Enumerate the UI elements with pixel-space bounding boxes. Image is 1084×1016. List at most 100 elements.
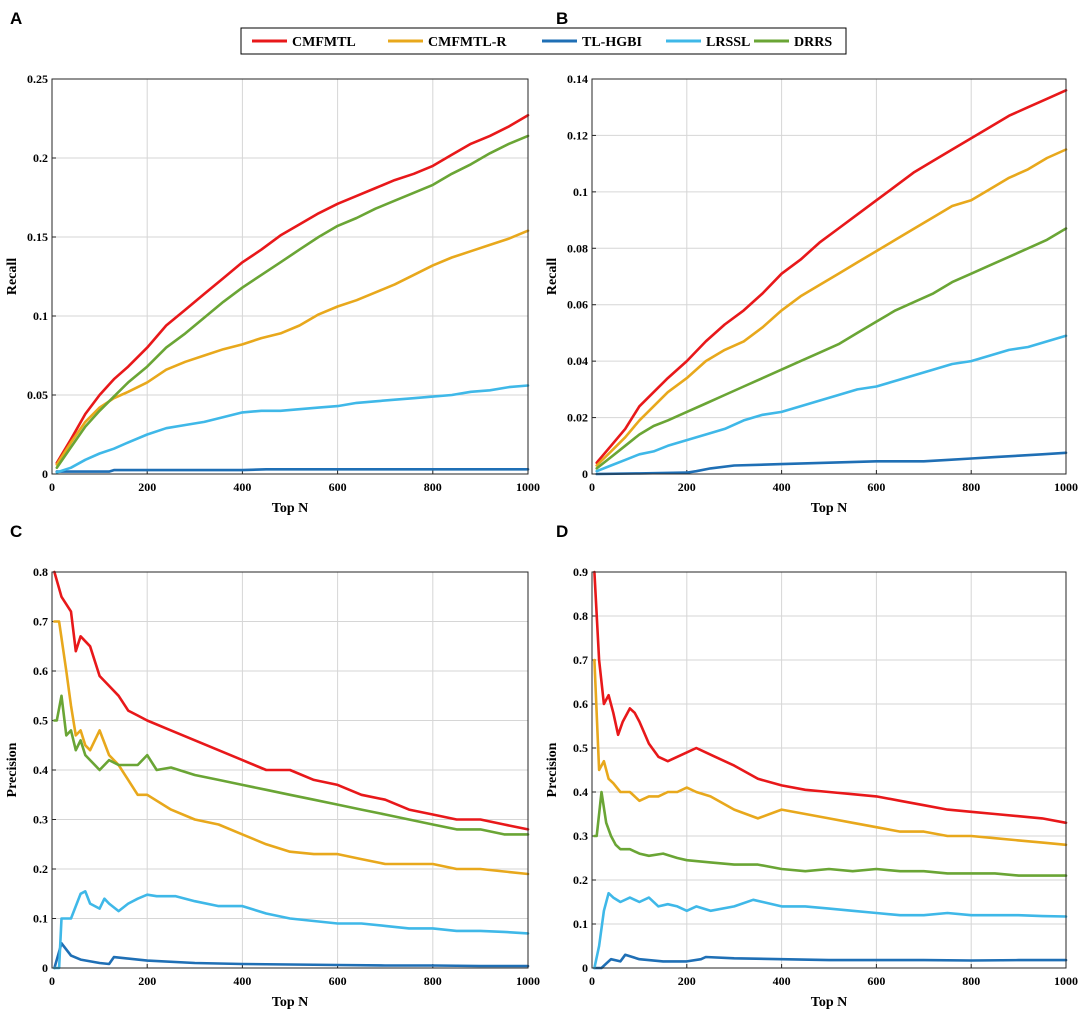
series-line-cmfmtl-r-d <box>593 658 1068 847</box>
tick-label-y-c: 0.8 <box>33 565 48 579</box>
tick-label-y-d: 0.8 <box>573 609 588 623</box>
tick-label-y-d: 0.5 <box>573 741 588 755</box>
legend: CMFMTL CMFMTL-R TL-HGBI LRSSL DRRS <box>240 27 847 55</box>
tick-label-x-c: 200 <box>138 974 156 988</box>
tick-label-y-c: 0 <box>42 961 48 975</box>
tick-label-y-d: 0.7 <box>573 653 588 667</box>
legend-entry-tl-hgbi: TL-HGBI <box>542 35 642 50</box>
panel-letter-c: C <box>10 522 22 541</box>
tick-label-y-d: 0 <box>582 961 588 975</box>
tick-label-x-c: 600 <box>329 974 347 988</box>
tick-label-y-d: 0.4 <box>573 785 588 799</box>
tick-label-y-a: 0.15 <box>27 230 48 244</box>
tick-label-y-b: 0 <box>582 467 588 481</box>
y-axis-label-b: Recall <box>545 258 560 295</box>
plot-frame-a <box>51 78 529 475</box>
series-line-cmfmtl-d <box>593 570 1068 825</box>
legend-label-tl-hgbi: TL-HGBI <box>582 35 642 50</box>
tick-label-x-c: 0 <box>49 974 55 988</box>
tick-label-y-b: 0.12 <box>567 128 588 142</box>
tick-label-x-b: 1000 <box>1054 480 1078 494</box>
tick-label-y-c: 0.7 <box>33 615 48 629</box>
tick-label-x-c: 800 <box>424 974 442 988</box>
tick-label-x-c: 400 <box>233 974 251 988</box>
x-axis-label-c: Top N <box>272 995 308 1010</box>
series-line-lrssl-d <box>593 891 1068 970</box>
tick-label-x-d: 200 <box>678 974 696 988</box>
tick-label-y-d: 0.1 <box>573 917 588 931</box>
tick-label-x-b: 600 <box>867 480 885 494</box>
legend-label-drrs: DRRS <box>794 35 832 50</box>
series-line-lrssl-b <box>595 334 1068 473</box>
tick-label-y-c: 0.4 <box>33 763 48 777</box>
series-line-drrs-a <box>55 134 530 470</box>
tick-label-y-b: 0.08 <box>567 241 588 255</box>
x-axis-label-b: Top N <box>811 501 847 516</box>
legend-entry-cmfmtl: CMFMTL <box>252 35 356 50</box>
legend-entry-drrs: DRRS <box>754 35 832 50</box>
series-line-lrssl-c <box>53 889 530 970</box>
tick-label-y-c: 0.6 <box>33 664 48 678</box>
tick-label-x-d: 800 <box>962 974 980 988</box>
tick-label-y-b: 0.1 <box>573 185 588 199</box>
legend-entry-cmfmtl-r: CMFMTL-R <box>388 35 507 50</box>
tick-label-x-a: 200 <box>138 480 156 494</box>
tick-label-y-b: 0.06 <box>567 298 588 312</box>
series-line-tl-hgbi-c <box>53 941 530 970</box>
y-axis-label-d: Precision <box>545 742 560 797</box>
series-line-lrssl-a <box>55 384 530 474</box>
tick-label-y-a: 0.1 <box>33 309 48 323</box>
panel-letter-b: B <box>556 9 568 28</box>
tick-label-x-b: 800 <box>962 480 980 494</box>
tick-label-x-a: 0 <box>49 480 55 494</box>
series-line-drrs-d <box>593 790 1068 877</box>
tick-label-y-d: 0.3 <box>573 829 588 843</box>
tick-label-y-b: 0.02 <box>567 411 588 425</box>
tick-label-y-d: 0.2 <box>573 873 588 887</box>
plot-frame-d <box>591 571 1067 969</box>
series-line-tl-hgbi-d <box>593 953 1068 970</box>
panel-c: C 0 200 400 600 800 1000 0 0.1 0.2 0.3 0.4 0.5 0.6 0.7… <box>5 522 540 1010</box>
panel-letter-d: D <box>556 522 568 541</box>
panel-a: A 0 200 400 600 800 1000 0 0.05 0.1 0.15 0.2 0.25 Top… <box>5 9 540 516</box>
panel-letter-a: A <box>10 9 22 28</box>
tick-label-x-b: 400 <box>773 480 791 494</box>
tick-label-x-a: 1000 <box>516 480 540 494</box>
tick-label-y-a: 0.2 <box>33 151 48 165</box>
legend-entry-lrssl: LRSSL <box>666 35 750 50</box>
series-line-cmfmtl-a <box>55 114 530 465</box>
tick-label-x-d: 1000 <box>1054 974 1078 988</box>
tick-label-x-a: 600 <box>329 480 347 494</box>
tick-label-y-b: 0.04 <box>567 354 588 368</box>
plot-area-d <box>592 572 1066 968</box>
tick-label-y-c: 0.1 <box>33 912 48 926</box>
plot-frame-b <box>591 78 1067 475</box>
tick-label-x-d: 400 <box>773 974 791 988</box>
series-line-drrs-b <box>595 227 1068 470</box>
tick-label-y-a: 0.25 <box>27 72 48 86</box>
tick-label-x-c: 1000 <box>516 974 540 988</box>
tick-label-x-b: 0 <box>589 480 595 494</box>
tick-label-y-a: 0.05 <box>27 388 48 402</box>
tick-label-y-c: 0.5 <box>33 714 48 728</box>
series-line-tl-hgbi-a <box>55 467 530 473</box>
tick-label-y-c: 0.2 <box>33 862 48 876</box>
tick-label-y-a: 0 <box>42 467 48 481</box>
tick-label-x-d: 600 <box>867 974 885 988</box>
tick-label-y-c: 0.3 <box>33 813 48 827</box>
legend-label-lrssl: LRSSL <box>706 35 750 50</box>
tick-label-x-a: 800 <box>424 480 442 494</box>
tick-label-y-d: 0.6 <box>573 697 588 711</box>
tick-label-x-a: 400 <box>233 480 251 494</box>
series-line-cmfmtl-r-c <box>53 620 530 876</box>
tick-label-x-b: 200 <box>678 480 696 494</box>
panel-b: B 0 200 400 600 800 1000 0 0.02 0.04 0.06 0.08 0.1 0.… <box>545 9 1078 516</box>
series-line-cmfmtl-b <box>595 89 1068 465</box>
legend-label-cmfmtl-r: CMFMTL-R <box>428 35 507 50</box>
series-line-cmfmtl-r-b <box>595 148 1068 467</box>
tick-label-y-d: 0.9 <box>573 565 588 579</box>
series-line-cmfmtl-c <box>53 570 530 831</box>
series-line-tl-hgbi-b <box>595 451 1068 476</box>
plot-area-a <box>52 79 528 474</box>
